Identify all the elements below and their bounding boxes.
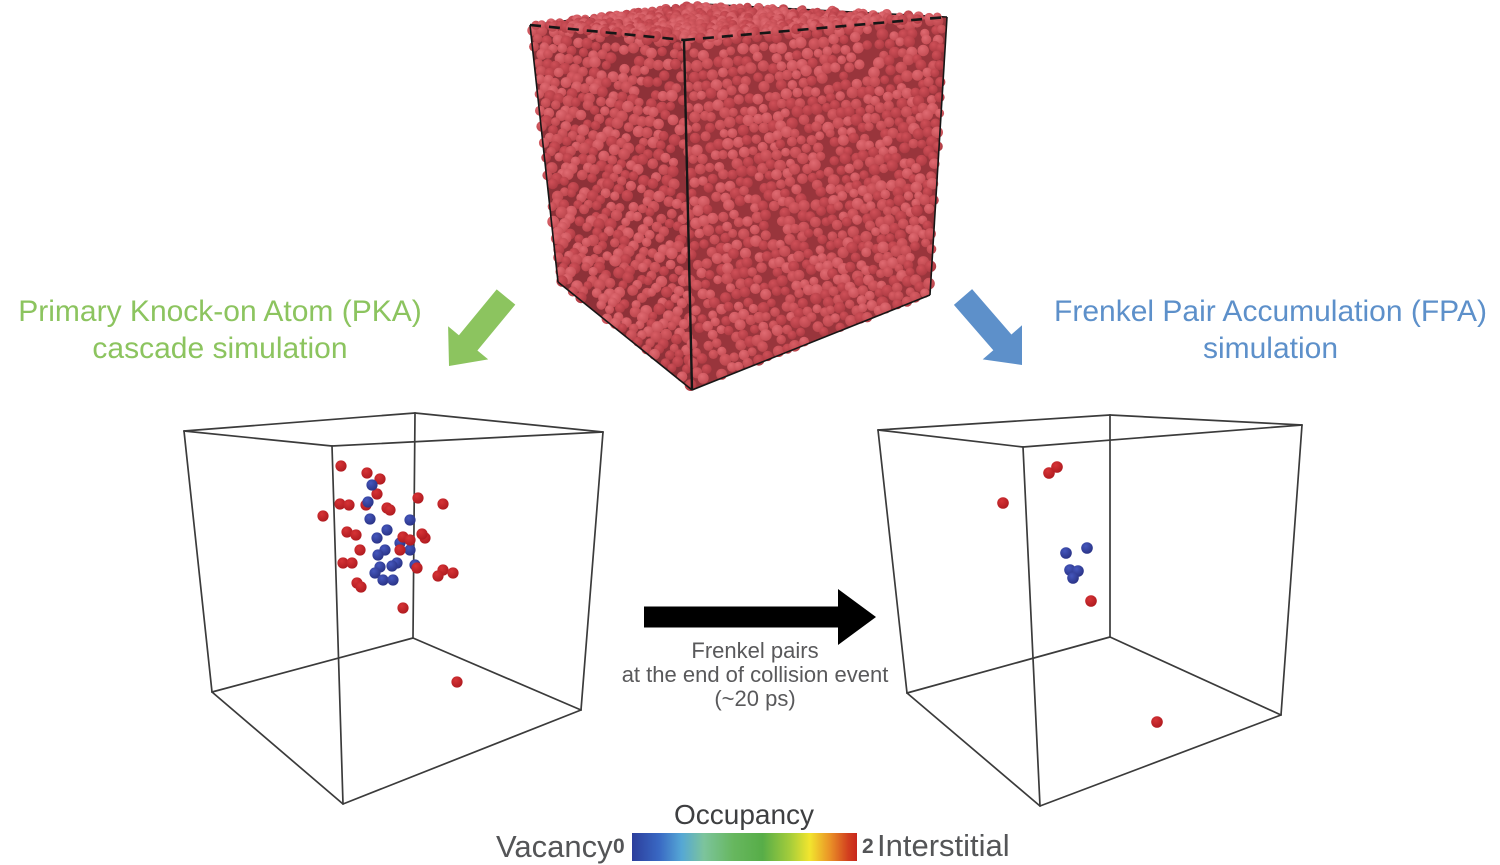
- interstitial-dot: [354, 544, 366, 556]
- interstitial-dot: [437, 498, 449, 510]
- transition-label: Frenkel pairs at the end of collision ev…: [607, 639, 903, 711]
- vacancy-dot: [372, 549, 384, 561]
- vacancy-dot: [1060, 547, 1072, 559]
- occupancy-max-label: 2: [862, 835, 874, 858]
- vacancy-dot: [404, 514, 416, 526]
- interstitial-dot: [341, 526, 353, 538]
- pka-label-line1: Primary Knock-on Atom (PKA): [18, 295, 422, 328]
- interstitial-dot: [343, 499, 355, 511]
- interstitial-label: Interstitial: [877, 828, 1010, 863]
- interstitial-dot: [384, 504, 396, 516]
- transition-label-line3: (~20 ps): [714, 686, 796, 711]
- occupancy-min-label: 0: [613, 835, 625, 858]
- crystal-cube: [527, 1, 948, 391]
- vacancy-dot: [371, 532, 383, 544]
- pka-interstitials-back: [317, 460, 459, 593]
- interstitial-dot: [447, 567, 459, 579]
- fpa-label-line1: Frenkel Pair Accumulation (FPA): [1054, 295, 1487, 328]
- vacancy-label: Vacancy: [496, 829, 613, 864]
- pka-interstitials-front: [381, 502, 463, 688]
- transition-arrow-icon: [644, 589, 876, 645]
- interstitial-dot: [374, 473, 386, 485]
- interstitial-dot: [411, 562, 423, 574]
- interstitial-dot: [335, 460, 347, 472]
- interstitial-dot: [1085, 595, 1097, 607]
- occupancy-colorbar: [632, 833, 857, 861]
- crystal-atoms: [527, 1, 947, 391]
- interstitial-dot: [361, 467, 373, 479]
- interstitial-dot: [416, 528, 428, 540]
- vacancy-dot: [1067, 572, 1079, 584]
- vacancy-dot: [362, 496, 374, 508]
- interstitial-dot: [997, 497, 1009, 509]
- interstitial-dot: [1043, 467, 1055, 479]
- interstitial-dot: [451, 676, 463, 688]
- vacancy-dot: [1081, 542, 1093, 554]
- interstitial-dot: [1151, 716, 1163, 728]
- interstitial-dot: [334, 498, 346, 510]
- interstitial-dot: [397, 602, 409, 614]
- interstitial-dot: [404, 534, 416, 546]
- vacancy-dot: [404, 544, 416, 556]
- interstitial-dot: [394, 544, 406, 556]
- fpa-interstitials: [997, 461, 1163, 728]
- interstitial-dot: [1051, 461, 1063, 473]
- vacancy-dot: [364, 513, 376, 525]
- vacancy-dot: [381, 524, 393, 536]
- pka-label: Primary Knock-on Atom (PKA) cascade simu…: [0, 293, 445, 367]
- fpa-vacancies: [1060, 542, 1093, 584]
- interstitial-dot: [432, 570, 444, 582]
- occupancy-title: Occupancy: [673, 799, 815, 830]
- interstitial-dot: [371, 488, 383, 500]
- interstitial-dot: [337, 557, 349, 569]
- transition-label-line1: Frenkel pairs: [691, 638, 819, 663]
- transition-label-line2: at the end of collision event: [621, 662, 889, 687]
- vacancy-dot: [366, 479, 378, 491]
- interstitial-dot: [355, 581, 367, 593]
- fpa-arrow-icon: [953, 289, 1022, 365]
- fpa-label-line2: simulation: [1202, 332, 1339, 365]
- pka-cube: [183, 412, 604, 805]
- pka-label-line2: cascade simulation: [92, 332, 348, 365]
- vacancy-dot: [386, 560, 398, 572]
- interstitial-dot: [346, 557, 358, 569]
- interstitial-dot: [350, 529, 362, 541]
- fpa-label: Frenkel Pair Accumulation (FPA) simulati…: [1038, 293, 1500, 367]
- interstitial-dot: [317, 510, 329, 522]
- vacancy-dot: [369, 567, 381, 579]
- vacancy-dot: [377, 574, 389, 586]
- interstitial-dot: [412, 492, 424, 504]
- pka-arrow-icon: [448, 289, 516, 366]
- vacancy-dot: [387, 574, 399, 586]
- fpa-cube: [877, 414, 1303, 807]
